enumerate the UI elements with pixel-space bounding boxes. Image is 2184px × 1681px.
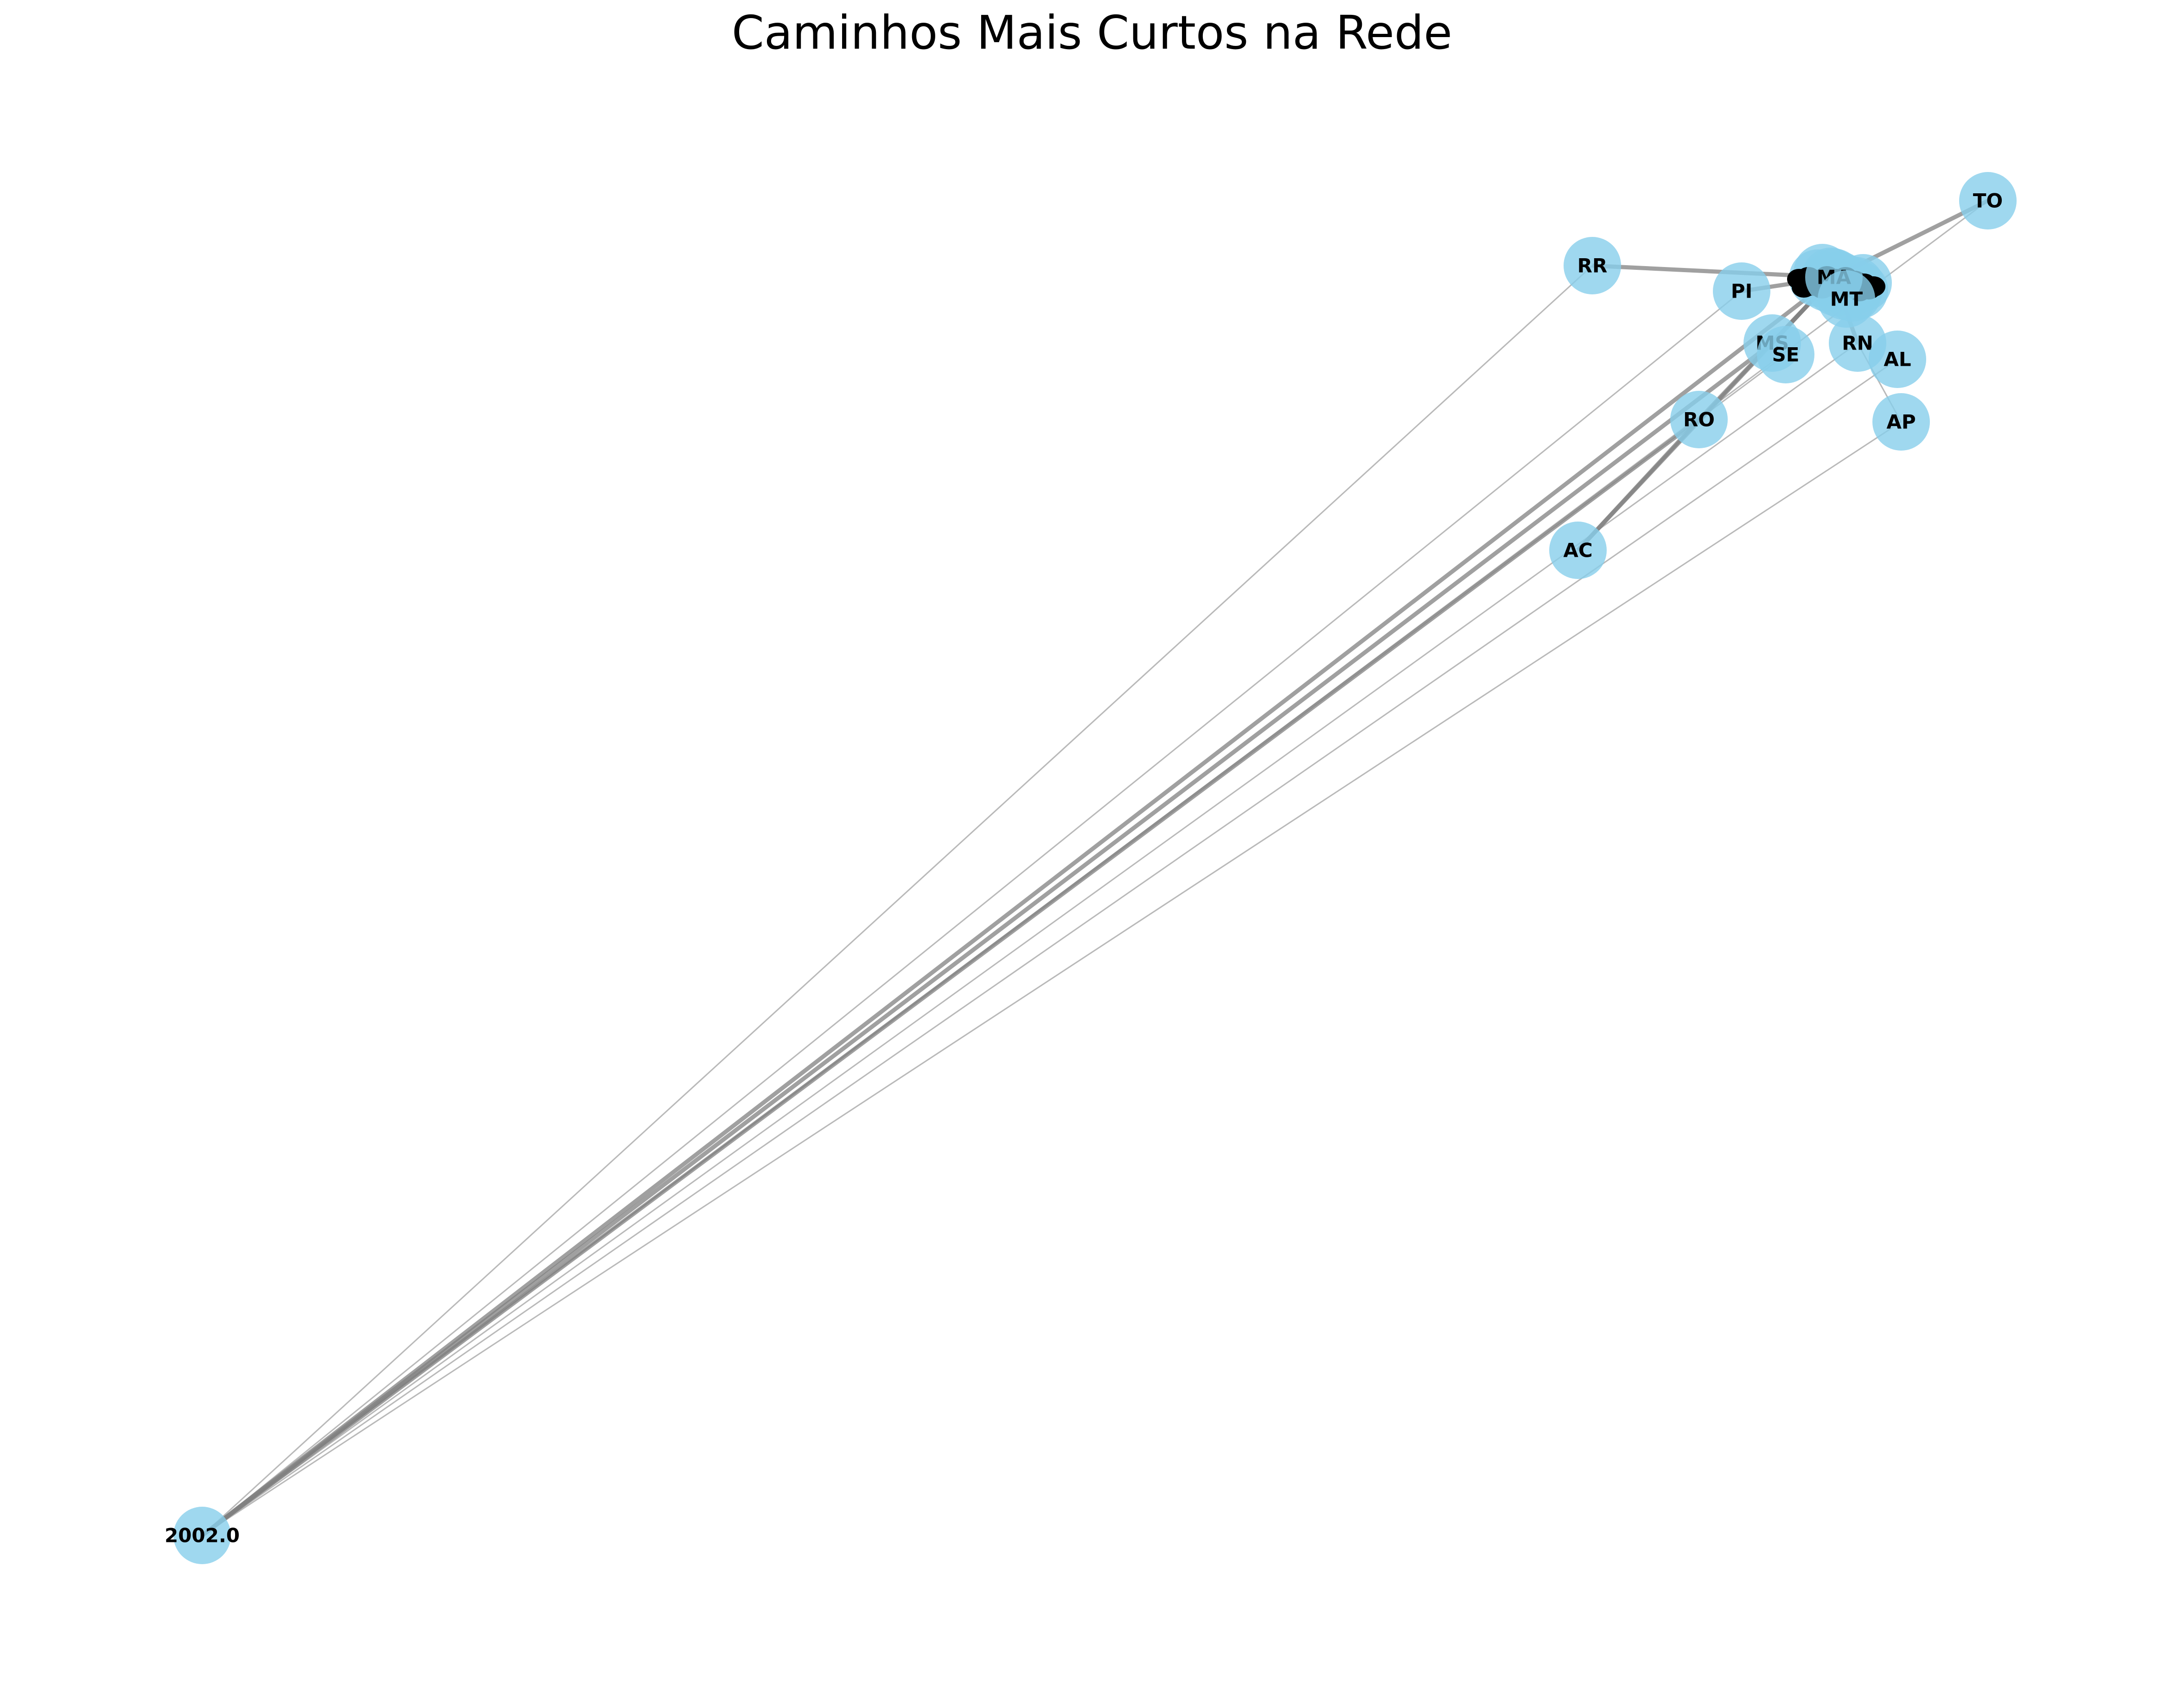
node-label-pi: PI	[1731, 280, 1752, 303]
node-ap: AP	[1872, 393, 1930, 451]
node-label-ap: AP	[1886, 411, 1916, 433]
node-to: TO	[1959, 172, 2017, 229]
node-circle-to	[1959, 172, 2017, 229]
node-label-2002-0: 2002.0	[165, 1524, 240, 1547]
edge-2002-0-ap	[202, 421, 1902, 1536]
node-circle-ap	[1872, 393, 1930, 451]
edge-2002-0-pi	[202, 290, 1742, 1536]
node-pi: PI	[1713, 262, 1770, 320]
node-circle-2002-0	[173, 1507, 231, 1564]
edge-2002-0-rr	[201, 265, 1593, 1536]
node-circle-pi	[1713, 262, 1770, 320]
node-label-to: TO	[1973, 190, 2003, 212]
chart-title: Caminhos Mais Curtos na Rede	[732, 6, 1452, 60]
node-label-se: SE	[1772, 344, 1800, 366]
node-circle-se	[1757, 326, 1814, 383]
node-se: SE	[1757, 326, 1814, 383]
node-2002-0: 2002.0	[165, 1507, 240, 1564]
node-mt: MT	[1818, 270, 1875, 328]
node-label-rr: RR	[1577, 255, 1608, 277]
edge-2002-0-ma	[201, 275, 1835, 1537]
node-ro: RO	[1670, 391, 1728, 448]
node-label-ac: AC	[1563, 539, 1592, 562]
node-label-mt: MT	[1830, 288, 1863, 311]
node-circle-mt	[1818, 270, 1875, 328]
edge-2002-0-ms	[201, 341, 1774, 1537]
node-circle-rr	[1564, 237, 1621, 294]
node-label-ro: RO	[1683, 408, 1715, 431]
node-al: AL	[1869, 331, 1926, 388]
node-label-rn: RN	[1842, 332, 1873, 355]
nodes-layer: TORRPIMAMTMSSERNALAPROAC2002.0	[165, 172, 2017, 1564]
node-rr: RR	[1564, 237, 1621, 294]
node-label-al: AL	[1884, 348, 1911, 371]
node-circle-ac	[1549, 522, 1607, 579]
node-ac: AC	[1549, 522, 1607, 579]
node-circle-ro	[1670, 391, 1728, 448]
node-circle-al	[1869, 331, 1926, 388]
edge-2002-0-al	[202, 358, 1898, 1536]
